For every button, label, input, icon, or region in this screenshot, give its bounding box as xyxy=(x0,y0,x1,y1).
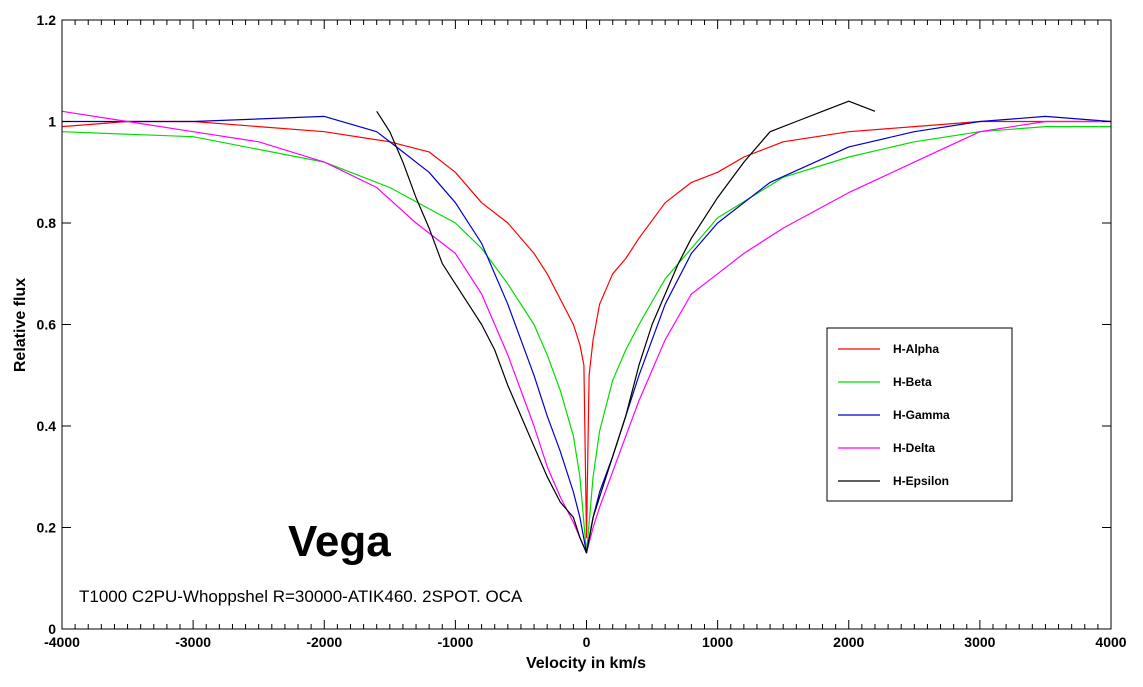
y-tick-label: 0.2 xyxy=(37,520,57,536)
y-tick-label: 0.8 xyxy=(37,215,57,231)
y-tick-label: 0.4 xyxy=(37,418,57,434)
legend-label-h-gamma: H-Gamma xyxy=(893,408,950,422)
x-tick-label: 1000 xyxy=(702,634,733,650)
x-tick-label: -2000 xyxy=(306,634,342,650)
x-tick-label: -4000 xyxy=(44,634,80,650)
x-tick-label: 3000 xyxy=(964,634,995,650)
chart-subtitle: T1000 C2PU-Whoppshel R=30000-ATIK460. 2S… xyxy=(79,587,523,606)
y-tick-label: 1.2 xyxy=(37,12,57,28)
y-tick-label: 0.6 xyxy=(37,317,57,333)
chart-title: Vega xyxy=(288,517,391,566)
x-tick-label: 0 xyxy=(583,634,591,650)
x-tick-label: -3000 xyxy=(175,634,211,650)
x-tick-label: -1000 xyxy=(437,634,473,650)
tick-labels: -4000 -3000 -2000 -1000 0 1000 2000 3000 4000 0 0.… xyxy=(37,12,1127,650)
x-axis-title: Velocity in km/s xyxy=(526,655,646,672)
legend: H-Alpha H-Beta H-Gamma H-Delta H-Epsilon xyxy=(826,327,1013,502)
series-layer xyxy=(61,100,1112,554)
legend-label-h-alpha: H-Alpha xyxy=(893,342,939,356)
y-tick-label: 1 xyxy=(48,114,56,130)
legend-label-h-beta: H-Beta xyxy=(893,375,932,389)
series-line-h-epsilon xyxy=(376,100,876,554)
ticks-layer xyxy=(61,19,1112,630)
x-tick-label: 4000 xyxy=(1095,634,1126,650)
x-tick-label: 2000 xyxy=(833,634,864,650)
series-line-h-alpha xyxy=(61,120,1111,539)
y-axis-title: Relative flux xyxy=(12,278,29,372)
y-tick-label: 0 xyxy=(48,621,56,637)
series-line-h-beta xyxy=(61,125,1111,554)
legend-label-h-delta: H-Delta xyxy=(893,441,935,455)
legend-label-h-epsilon: H-Epsilon xyxy=(893,474,949,488)
